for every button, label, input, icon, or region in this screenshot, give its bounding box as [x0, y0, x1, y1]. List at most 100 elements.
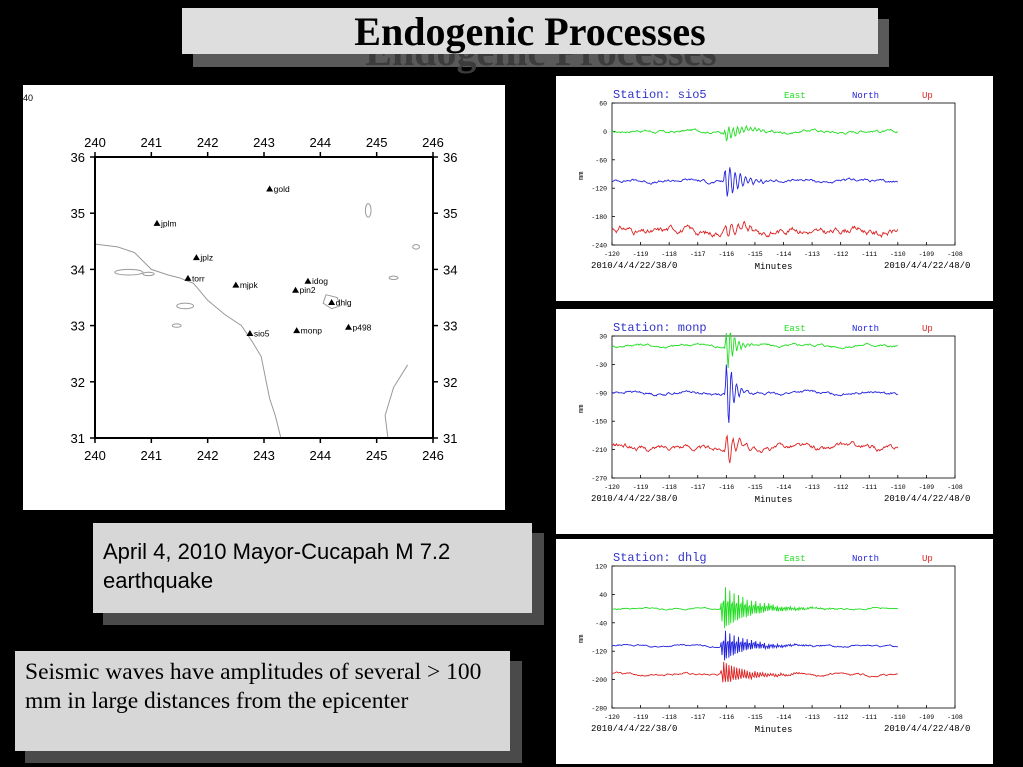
x-tick-label: -110	[890, 484, 906, 491]
island-outline	[171, 323, 182, 328]
x-tick-label: -111	[861, 484, 877, 491]
x-tick-label: -119	[633, 714, 649, 721]
end-time-label: 2010/4/4/22/48/0	[884, 494, 970, 504]
x-tick-label: -118	[661, 714, 677, 721]
coastline	[94, 243, 282, 439]
map-x-tick-label-bottom: 245	[366, 448, 388, 463]
station-marker-mjpk	[232, 281, 240, 288]
x-tick-label: -114	[776, 251, 792, 258]
y-tick-label: 0	[603, 129, 607, 136]
map-y-tick-label-left: 32	[71, 375, 85, 390]
station-title: Station: dhlg	[613, 551, 707, 565]
map-y-tick-label-left: 33	[71, 319, 85, 334]
map-x-tick-label-bottom: 242	[197, 448, 219, 463]
x-axis-label: Minutes	[755, 495, 793, 505]
seismogram-panel-dhlg: Station: dhlg East North Up 120 40 -40 -120 -200…	[556, 539, 993, 764]
station-marker-pin2	[292, 286, 300, 293]
map-y-tick-label-left: 31	[71, 431, 85, 446]
y-tick-label: -280	[591, 706, 607, 713]
island-outline	[114, 268, 144, 276]
island-outline	[388, 275, 399, 281]
station-label-torr: torr	[192, 273, 205, 283]
end-time-label: 2010/4/4/22/48/0	[884, 261, 970, 271]
y-tick-label: -120	[591, 186, 607, 193]
note-caption: Seismic waves have amplitudes of several…	[15, 651, 510, 751]
map-y-tick-label-right: 32	[443, 375, 457, 390]
map-x-tick-label-top: 243	[253, 135, 275, 150]
y-tick-label: 60	[599, 101, 607, 108]
map-y-tick-label-right: 36	[443, 150, 457, 165]
series-line-east	[611, 124, 898, 142]
series-line-up	[611, 434, 899, 464]
x-tick-label: -115	[747, 251, 763, 258]
map-x-tick-label-top: 246	[422, 135, 444, 150]
y-axis-label: mm	[578, 635, 586, 643]
station-label-sio5: sio5	[254, 328, 270, 338]
map-x-tick-label-top: 245	[366, 135, 388, 150]
x-tick-label: -110	[890, 251, 906, 258]
legend-north: North	[852, 91, 879, 101]
station-marker-torr	[184, 274, 192, 281]
y-tick-label: -120	[591, 649, 607, 656]
x-tick-label: -115	[747, 714, 763, 721]
map-x-tick-label-bottom: 240	[84, 448, 106, 463]
station-label-monp: monp	[301, 326, 323, 336]
x-tick-label: -114	[776, 714, 792, 721]
x-axis-label: Minutes	[755, 262, 793, 272]
slide-title: Endogenic Processes	[354, 8, 706, 54]
station-title: Station: monp	[613, 321, 707, 335]
y-tick-label: -150	[591, 419, 607, 426]
map-x-tick-label-bottom: 241	[140, 448, 162, 463]
y-tick-label: 120	[595, 564, 607, 571]
map-corner-label: 40	[23, 93, 33, 103]
y-tick-label: -270	[591, 476, 607, 483]
map-y-tick-label-right: 35	[443, 206, 457, 221]
station-label-pin2: pin2	[300, 285, 316, 295]
station-map-chart: 40 240 240 241 241 242 242 243 243 244 244 245 245 24…	[23, 93, 457, 463]
x-tick-label: -118	[661, 484, 677, 491]
station-marker-jplz	[192, 254, 200, 261]
y-tick-label: 40	[599, 592, 607, 599]
x-tick-label: -110	[890, 714, 906, 721]
x-tick-label: -113	[804, 714, 820, 721]
x-tick-label: -117	[690, 251, 706, 258]
x-tick-label: -112	[833, 484, 849, 491]
legend-up: Up	[922, 554, 933, 564]
island-outline	[176, 302, 195, 310]
x-tick-label: -117	[690, 714, 706, 721]
map-x-tick-label-top: 240	[84, 135, 106, 150]
map-y-tick-label-right: 31	[443, 431, 457, 446]
x-tick-label: -113	[804, 484, 820, 491]
y-axis-label: mm	[578, 405, 586, 413]
map-x-tick-label-top: 242	[197, 135, 219, 150]
salton-sea-outline	[322, 294, 341, 310]
seismogram-chart-dhlg: Station: dhlg East North Up 120 40 -40 -120 -200…	[578, 551, 970, 735]
x-tick-label: -111	[861, 251, 877, 258]
station-label-gold: gold	[274, 184, 290, 194]
x-tick-label: -120	[604, 714, 620, 721]
plot-frame	[611, 335, 956, 479]
start-time-label: 2010/4/4/22/38/0	[591, 261, 677, 271]
x-tick-label: -109	[919, 251, 935, 258]
y-tick-label: -210	[591, 447, 607, 454]
x-tick-label: -114	[776, 484, 792, 491]
plot-frame	[611, 565, 956, 709]
station-marker-monp	[293, 327, 301, 334]
station-label-p498: p498	[353, 322, 372, 332]
x-tick-label: -108	[947, 251, 963, 258]
station-marker-sio5	[246, 329, 254, 336]
island-outline	[412, 244, 420, 250]
series-line-north	[611, 364, 898, 423]
legend-north: North	[852, 554, 879, 564]
start-time-label: 2010/4/4/22/38/0	[591, 724, 677, 734]
station-marker-jplm	[153, 219, 161, 226]
station-label-mjpk: mjpk	[240, 280, 259, 290]
station-label-jplz: jplz	[199, 253, 213, 263]
legend-up: Up	[922, 324, 933, 334]
y-axis-label: mm	[578, 172, 586, 180]
series-line-east	[611, 587, 899, 629]
map-x-tick-label-top: 241	[140, 135, 162, 150]
station-label-dhlg: dhlg	[336, 298, 352, 308]
y-tick-label: -60	[595, 157, 607, 164]
seismogram-panel-monp: Station: monp East North Up 30 -30 -90 -150 -210…	[556, 309, 993, 534]
